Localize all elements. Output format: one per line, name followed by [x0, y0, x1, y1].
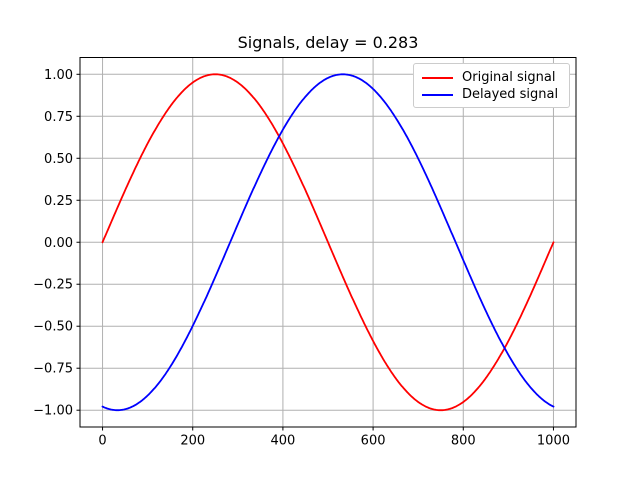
x-tick-label: 200 — [180, 434, 205, 449]
x-tick-label: 1000 — [537, 434, 570, 449]
chart-title: Signals, delay = 0.283 — [237, 33, 419, 52]
y-tick-label: 0.25 — [44, 194, 73, 209]
delayed-signal-line — [101, 73, 555, 412]
legend-item-delayed-signal: Delayed signal — [422, 86, 561, 103]
original-signal-line-swatch — [422, 76, 453, 79]
delayed-signal-line-swatch — [422, 93, 453, 96]
legend-item-original-signal: Original signal — [422, 69, 561, 86]
y-tick-label: 0.50 — [44, 152, 73, 167]
x-tick-label: 400 — [270, 434, 295, 449]
y-tick-label: −0.75 — [33, 362, 73, 377]
plot-area — [79, 57, 577, 428]
y-tick-label: −0.50 — [33, 320, 73, 335]
original-signal-line — [101, 73, 555, 412]
y-tick-label: −0.25 — [33, 278, 73, 293]
legend-label-delayed-signal: Delayed signal — [462, 87, 559, 102]
y-tick-label: 1.00 — [44, 68, 73, 83]
y-tick-label: −1.00 — [33, 404, 73, 419]
x-tick-label: 0 — [98, 434, 106, 449]
x-tick-label: 800 — [451, 434, 476, 449]
legend-label-original-signal: Original signal — [462, 70, 556, 85]
y-tick-label: 0.75 — [44, 110, 73, 125]
legend: Original signal Delayed signal — [413, 63, 570, 108]
x-tick-label: 600 — [361, 434, 386, 449]
y-tick-label: 0.00 — [44, 236, 73, 251]
